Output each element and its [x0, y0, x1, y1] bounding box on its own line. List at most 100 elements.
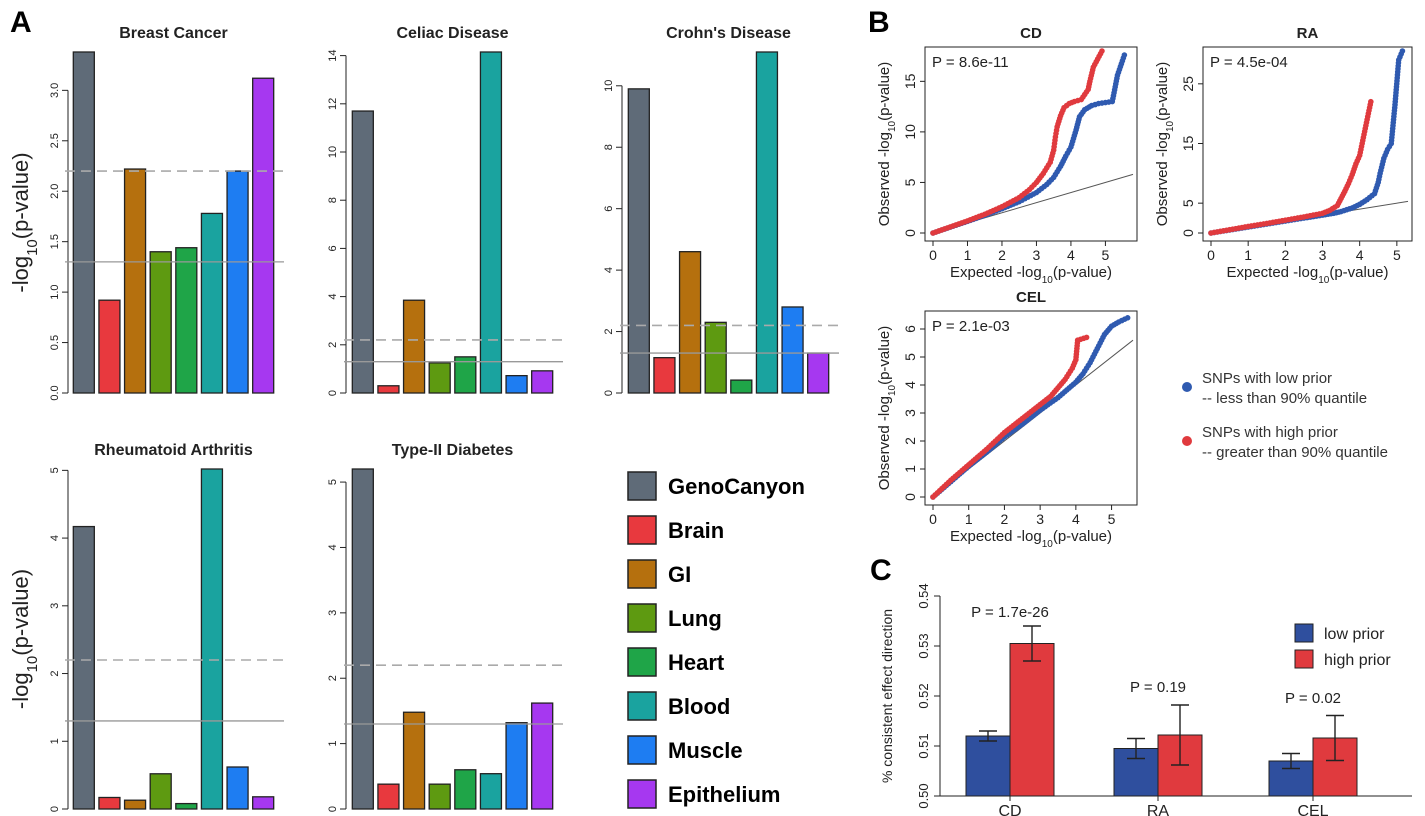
y-tick-label: 2: [327, 675, 339, 681]
legend-swatch: [627, 471, 657, 501]
bar: [351, 468, 374, 810]
qq-plot-2: RA P = 4.5e-04 0 1 2 3 4 5 0 5 15 25 Expected -log10…: [1154, 25, 1413, 286]
bar: [479, 773, 503, 810]
bar: [428, 362, 451, 394]
qq-point: [1121, 52, 1128, 58]
y-tick-label: 5: [1180, 199, 1196, 207]
panel-label-b: B: [868, 6, 890, 39]
y-tick-label: 2: [327, 342, 339, 348]
x-tick-label: 2: [1281, 247, 1289, 263]
y-tick-label: 10: [902, 124, 918, 140]
y-tick-label: 0.0: [49, 385, 61, 400]
bar-chart-4: Rheumatoid Arthritis 0 1 2 3 4 5 -log10(p-value…: [8, 442, 284, 812]
qq-point: [1368, 98, 1374, 105]
legend-swatch: [627, 603, 657, 633]
bar: [200, 468, 224, 810]
legend-item-gi: GI: [627, 559, 691, 589]
x-tick-label: 4: [1356, 247, 1364, 263]
legend-label: Muscle: [668, 738, 743, 763]
y-tick-label: 3: [327, 610, 339, 616]
bar: [123, 168, 147, 394]
bar-chart-2: Celiac Disease 0 2 4 6 8 10 12 14: [327, 25, 563, 396]
x-tick-label: 5: [1393, 247, 1401, 263]
x-tick-label: 1: [1244, 247, 1252, 263]
bar: [200, 212, 224, 394]
y-tick-label: 2: [603, 328, 615, 334]
y-tick-label: 5: [327, 479, 339, 485]
bar: [123, 799, 147, 810]
high-prior-bar: [1009, 643, 1055, 797]
bar: [402, 711, 426, 810]
y-tick-label: 3.0: [49, 83, 61, 98]
bar: [72, 51, 95, 394]
low-prior-series: [1208, 48, 1406, 236]
y-tick-label: 1.0: [49, 284, 61, 299]
legend-line-1: SNPs with high prior: [1202, 424, 1338, 441]
legend-swatch: [1294, 649, 1314, 669]
legend-item-genocanyon: GenoCanyon: [627, 471, 805, 501]
legend-label: Blood: [668, 694, 730, 719]
high-prior-series: [1208, 98, 1374, 236]
x-tick-label: 3: [1319, 247, 1327, 263]
legend-label: high prior: [1324, 652, 1391, 669]
y-axis-label: -log10(p-value): [8, 152, 41, 292]
x-tick-label: 4: [1072, 511, 1080, 527]
legend-swatch: [627, 515, 657, 545]
p-value-annotation: P = 8.6e-11: [932, 54, 1009, 71]
bar: [531, 370, 554, 394]
y-tick-label: 0: [902, 493, 918, 501]
y-axis-label: Observed -log10(p-value): [876, 62, 898, 227]
bar: [149, 773, 172, 810]
x-tick-label: 0: [929, 247, 937, 263]
legend-swatch: [627, 735, 657, 765]
y-tick-label: 0: [49, 806, 61, 812]
x-tick-label: 5: [1108, 511, 1116, 527]
chart-title: Type-II Diabetes: [392, 442, 514, 459]
y-tick-label: 25: [1180, 76, 1196, 92]
x-axis-label: Expected -log10(p-value): [950, 528, 1112, 550]
bar: [98, 299, 121, 394]
qq-legend: SNPs with low prior -- less than 90% qua…: [1182, 370, 1388, 461]
legend-label: Brain: [668, 518, 724, 543]
qq-plot-3: CEL P = 2.1e-03 0 1 2 3 4 5 0 1 2 3 4 5 6 Expected -log…: [876, 289, 1138, 550]
chart-title: CEL: [1016, 289, 1046, 306]
bar: [505, 722, 528, 810]
y-tick-label: 15: [1180, 135, 1196, 151]
y-tick-label: 5: [902, 353, 918, 361]
qq-point: [1083, 334, 1090, 341]
y-tick-label: 5: [902, 178, 918, 186]
bar: [175, 802, 198, 810]
low-prior-series: [930, 52, 1128, 236]
bar: [252, 77, 275, 394]
x-tick-label: 0: [929, 511, 937, 527]
y-tick-label: 4: [49, 535, 61, 541]
x-tick-label: 0: [1207, 247, 1215, 263]
bar: [402, 299, 426, 394]
legend-label: Lung: [668, 606, 722, 631]
y-tick-label: 1: [49, 738, 61, 744]
bar: [175, 247, 198, 394]
legend-line-2: -- greater than 90% quantile: [1202, 444, 1388, 461]
bar: [479, 51, 503, 394]
bar: [226, 170, 249, 394]
legend-swatch: [627, 691, 657, 721]
y-tick-label: 0: [603, 390, 615, 396]
legend-swatch: [627, 559, 657, 589]
y-tick-label: 0.5: [49, 335, 61, 350]
legend-item-muscle: Muscle: [627, 735, 743, 765]
y-tick-label: 6: [902, 325, 918, 333]
y-tick-label: 2: [49, 670, 61, 676]
x-tick-label: 3: [1036, 511, 1044, 527]
bar: [454, 769, 477, 810]
tissue-legend: GenoCanyon Brain GI Lung Heart Blood Mus…: [627, 471, 805, 809]
bar: [72, 525, 95, 810]
y-tick-label: 3: [49, 603, 61, 609]
bar: [505, 374, 528, 394]
y-tick-label: 1: [902, 465, 918, 473]
y-tick-label: 0.53: [916, 633, 931, 658]
qq-point: [1124, 315, 1131, 321]
p-value-annotation: P = 2.1e-03: [932, 318, 1010, 335]
y-tick-label: 8: [603, 144, 615, 150]
y-tick-label: 4: [603, 267, 615, 273]
legend-dot: [1182, 436, 1192, 446]
